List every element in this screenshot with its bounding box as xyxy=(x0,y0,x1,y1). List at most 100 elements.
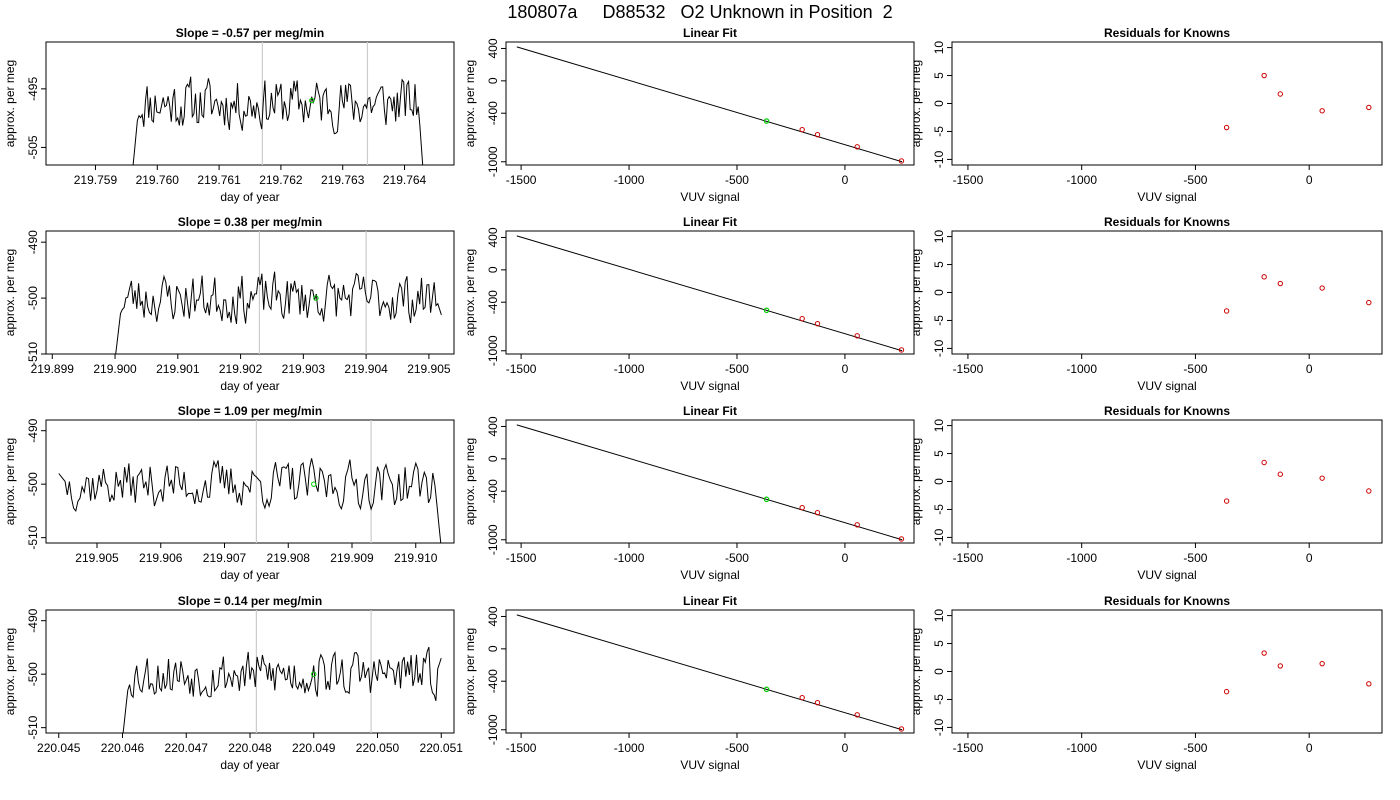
x-axis-label: VUV signal xyxy=(1137,190,1196,204)
x-tick-label: 219.908 xyxy=(267,551,311,565)
known-point xyxy=(1223,308,1230,314)
y-tick-label: -10 xyxy=(932,528,946,546)
x-axis-label: VUV signal xyxy=(680,568,739,582)
y-tick-label: -10 xyxy=(932,150,946,168)
x-tick-label: 219.907 xyxy=(203,551,247,565)
x-tick-label: 0 xyxy=(1306,173,1313,187)
y-tick-label: 10 xyxy=(932,609,946,623)
x-tick-label: 220.049 xyxy=(292,741,336,755)
x-axis-label: day of year xyxy=(220,568,279,582)
y-axis-label: approx. per meg xyxy=(463,249,477,336)
y-axis-label: approx. per meg xyxy=(909,60,923,147)
y-tick-label: -400 xyxy=(486,101,500,125)
known-point xyxy=(1319,285,1325,291)
plot-area xyxy=(122,610,442,733)
x-tick-label: 220.045 xyxy=(37,741,81,755)
known-point xyxy=(854,333,860,339)
known-point xyxy=(814,699,821,706)
unknown-mean-point xyxy=(309,97,315,104)
x-tick-label: 220.047 xyxy=(165,741,209,755)
plot-frame xyxy=(951,41,1383,166)
known-point xyxy=(1319,660,1325,667)
known-point xyxy=(814,320,821,327)
signal-trace xyxy=(132,76,424,165)
known-point xyxy=(1261,459,1267,466)
plot-area xyxy=(1223,274,1372,314)
known-point xyxy=(898,726,905,732)
y-axis-label: approx. per meg xyxy=(909,438,923,525)
y-tick-label: -400 xyxy=(486,290,500,314)
y-tick-label: -1000 xyxy=(486,524,500,555)
y-axis: 10 5 0 -5 -10 xyxy=(932,230,953,357)
y-axis: -490 -500 -510 xyxy=(26,608,47,740)
y-axis-label: approx. per meg xyxy=(3,628,17,715)
y-tick-label: 400 xyxy=(486,416,500,436)
known-point xyxy=(854,522,860,528)
x-tick-label: 220.046 xyxy=(101,741,145,755)
known-point xyxy=(1277,471,1284,477)
x-tick-label: 219.764 xyxy=(383,173,427,187)
x-axis-label: VUV signal xyxy=(1137,568,1196,582)
y-tick-label: 0 xyxy=(932,289,946,296)
x-tick-label: -1500 xyxy=(506,741,537,755)
known-point xyxy=(1366,681,1372,687)
x-tick-label: -1000 xyxy=(1066,551,1097,565)
x-tick-label: -1500 xyxy=(953,551,984,565)
known-point xyxy=(1223,498,1230,504)
plot-frame xyxy=(45,41,455,166)
panel-title: Linear Fit xyxy=(683,404,737,418)
y-tick-label: 400 xyxy=(486,606,500,626)
x-axis-label: day of year xyxy=(220,379,279,393)
x-tick-label: 0 xyxy=(1306,551,1313,565)
y-tick-label: -1000 xyxy=(486,714,500,745)
x-tick-label: 219.759 xyxy=(74,173,118,187)
y-tick-label: 0 xyxy=(486,77,500,84)
x-tick-label: -1000 xyxy=(1066,173,1097,187)
plot-frame xyxy=(45,609,455,734)
y-axis-label: approx. per meg xyxy=(463,60,477,147)
known-point xyxy=(1261,650,1267,656)
x-tick-label: -500 xyxy=(1183,362,1207,376)
unknown-point xyxy=(763,686,770,693)
x-tick-label: 220.048 xyxy=(228,741,272,755)
known-point xyxy=(1223,124,1230,131)
y-tick-label: 5 xyxy=(932,72,946,79)
x-axis-label: day of year xyxy=(220,190,279,204)
unknown-mean-point xyxy=(313,295,319,301)
y-axis-label: approx. per meg xyxy=(3,60,17,147)
x-tick-label: 219.903 xyxy=(282,362,326,376)
plot-area xyxy=(516,46,905,164)
y-tick-label: 400 xyxy=(486,38,500,58)
unknown-mean-point xyxy=(311,671,317,677)
y-tick-label: 0 xyxy=(486,455,500,462)
x-tick-label: -500 xyxy=(1183,173,1207,187)
x-tick-label: -1000 xyxy=(614,362,645,376)
x-tick-label: -1000 xyxy=(614,551,645,565)
y-tick-label: -510 xyxy=(26,715,40,739)
plot-frame xyxy=(45,419,455,544)
y-axis: -490 -500 -510 xyxy=(26,230,47,366)
x-tick-label: -1500 xyxy=(953,173,984,187)
x-axis: -1500 -1000 -500 0 xyxy=(953,542,1313,565)
known-point xyxy=(854,144,860,150)
x-tick-label: 219.904 xyxy=(344,362,388,376)
y-tick-label: -1000 xyxy=(486,146,500,177)
x-tick-label: 0 xyxy=(1306,741,1313,755)
plot-area xyxy=(1223,650,1372,695)
y-axis-label: approx. per meg xyxy=(463,628,477,715)
x-tick-label: -500 xyxy=(725,741,749,755)
known-point xyxy=(799,126,805,133)
x-tick-label: 0 xyxy=(842,173,849,187)
y-axis-label: approx. per meg xyxy=(463,438,477,525)
y-tick-label: 10 xyxy=(932,41,946,55)
y-tick-label: 400 xyxy=(486,227,500,247)
x-tick-label: 219.901 xyxy=(156,362,200,376)
